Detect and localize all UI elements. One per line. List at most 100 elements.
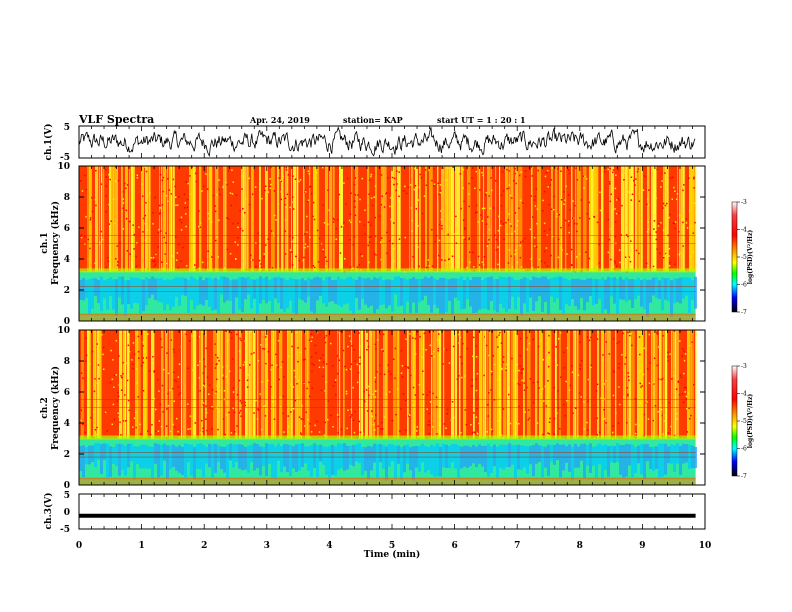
spec-speckle [437, 182, 439, 184]
spec-low-column [268, 444, 271, 464]
spec-speckle [425, 184, 428, 186]
spec-low-column [352, 278, 355, 316]
spec-speckle [600, 397, 602, 399]
spec-speckle [487, 243, 489, 245]
spec-speckle [257, 409, 260, 411]
spec-speckle [613, 371, 615, 373]
spec-column [499, 166, 501, 272]
spec-low-column [376, 444, 379, 479]
spec-speckle [548, 203, 550, 206]
spec-speckle [233, 430, 236, 433]
spec-speckle [128, 220, 131, 223]
spec-speckle [468, 193, 470, 195]
spec-speckle [686, 227, 689, 229]
spec-low-column [406, 444, 409, 464]
spec-speckle [625, 234, 628, 236]
spec-speckle [612, 425, 614, 427]
spec-speckle [293, 408, 295, 410]
spec-speckle [609, 181, 611, 183]
spec-column [193, 330, 197, 439]
spec-speckle [560, 170, 562, 172]
spec-speckle [667, 360, 669, 362]
spec-column [629, 166, 633, 272]
spec-speckle [167, 392, 169, 395]
spec-speckle [242, 207, 244, 210]
spec-speckle [99, 241, 101, 243]
spec-speckle [253, 352, 255, 354]
spec-speckle [410, 207, 413, 209]
spec-speckle [270, 183, 272, 186]
spec-speckle [387, 364, 390, 366]
spec-speckle [445, 427, 447, 429]
spec-low-column [151, 276, 154, 295]
spec-speckle [495, 180, 497, 182]
spec-speckle [211, 406, 213, 408]
spec-column [547, 330, 550, 439]
spec-speckle [308, 339, 311, 341]
spec-low-column [496, 446, 499, 478]
spec-speckle [273, 190, 276, 192]
spec-speckle [407, 186, 409, 188]
spec-speckle [184, 202, 186, 204]
spec-speckle [578, 253, 581, 255]
spec-speckle [263, 348, 266, 350]
spec-speckle [185, 213, 187, 215]
spec-speckle [136, 177, 139, 179]
spec-column [253, 330, 256, 439]
spec-speckle [373, 252, 376, 255]
spec-column [393, 330, 397, 439]
spec-speckle [402, 393, 405, 395]
spec-low-column [664, 443, 667, 475]
spec-speckle [532, 402, 535, 404]
spec-speckle [251, 193, 254, 195]
spec-speckle [167, 200, 169, 203]
spec-speckle [456, 378, 459, 380]
spec-column [483, 330, 487, 439]
spec-speckle [218, 360, 220, 362]
spec-speckle [299, 179, 302, 181]
spec-speckle [323, 434, 326, 436]
spec-speckle [612, 394, 615, 397]
spec-speckle [158, 228, 160, 231]
spec-speckle [332, 365, 334, 367]
spec-speckle [153, 265, 156, 267]
spec-speckle [614, 235, 617, 238]
spec-speckle [393, 177, 396, 180]
spec-speckle [307, 199, 310, 202]
spec-speckle [137, 396, 139, 398]
ch2-colorbar: -3-4-5-6-7 log(PSD)(V²/Hz) [731, 363, 754, 480]
spec-low-column [403, 445, 406, 473]
spec-speckle [297, 397, 299, 399]
spec-speckle [340, 226, 343, 228]
spec-low-column [583, 279, 586, 311]
spec-speckle [151, 260, 154, 262]
spec-speckle [579, 217, 581, 219]
spec-speckle [576, 256, 578, 258]
spec-column [667, 166, 669, 272]
spec-low-column [496, 279, 499, 313]
spec-bottom-band [79, 313, 696, 321]
spec-speckle [429, 401, 432, 403]
spec-speckle [327, 400, 330, 402]
spec-speckle [664, 204, 667, 207]
spec-speckle [359, 431, 362, 433]
spec-speckle [482, 263, 485, 266]
spec-speckle [280, 191, 282, 193]
spec-speckle [617, 197, 619, 200]
spec-speckle [294, 376, 297, 378]
spec-speckle [371, 415, 374, 418]
x-tick-label: 7 [514, 541, 520, 551]
spec-speckle [371, 204, 374, 207]
spec-speckle [172, 387, 174, 390]
spec-speckle [177, 386, 180, 388]
spec-speckle [374, 390, 376, 392]
spec-low-column [154, 278, 157, 300]
spec-speckle [549, 417, 551, 420]
spec-low-column [295, 444, 298, 472]
spec-speckle [112, 403, 115, 406]
spec-speckle [132, 195, 135, 198]
spec-speckle [114, 222, 116, 225]
spec-low-column [124, 280, 127, 317]
spec-speckle [649, 233, 651, 236]
spec-speckle [145, 357, 148, 359]
